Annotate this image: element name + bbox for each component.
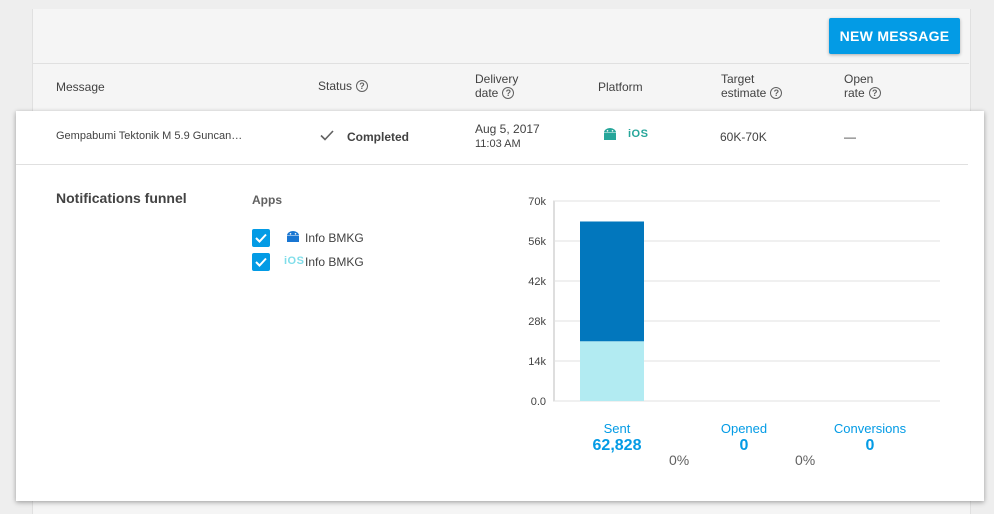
y-tick-label: 14k	[528, 356, 546, 368]
header-platform-label: Platform	[598, 80, 643, 94]
help-icon[interactable]: ?	[868, 87, 881, 99]
header-open-rate[interactable]: Open rate ?	[844, 72, 881, 100]
funnel-chart: 0.0 14k 28k 42k 56k 70k	[528, 196, 940, 408]
y-tick-label: 42k	[528, 276, 546, 288]
ios-app-name: Info BMKG	[305, 255, 364, 269]
stage-label-conversions: Conversions	[833, 421, 907, 436]
open-rate: —	[844, 130, 856, 144]
stage-value-sent: 62,828	[592, 437, 642, 454]
delivery-time: 11:03 AM	[475, 138, 521, 150]
ios-app-checkbox[interactable]	[252, 253, 270, 271]
y-tick-label: 0.0	[531, 396, 546, 408]
header-target-label-1: Target	[721, 72, 755, 86]
header-message-label: Message	[56, 80, 105, 94]
y-tick-label: 28k	[528, 316, 546, 328]
checkmark-icon	[255, 257, 267, 267]
android-icon	[287, 231, 299, 242]
target-estimate: 60K-70K	[720, 130, 767, 144]
help-icon[interactable]: ?	[502, 87, 515, 99]
ios-icon: iOS	[628, 128, 649, 140]
check-icon	[320, 130, 334, 141]
stage-value-conversions: 0	[865, 437, 875, 454]
header-delivery-date[interactable]: Delivery date ?	[475, 72, 518, 100]
android-app-checkbox[interactable]	[252, 229, 270, 247]
header-platform[interactable]: Platform	[598, 80, 643, 94]
y-tick-label: 70k	[528, 196, 546, 208]
stage-label-sent: Sent	[603, 421, 631, 436]
android-icon	[604, 128, 616, 140]
checkmark-icon	[255, 233, 267, 243]
funnel-title: Notifications funnel	[56, 190, 187, 206]
header-open-label-1: Open	[844, 72, 874, 86]
apps-title: Apps	[252, 193, 282, 207]
header-target-label-2: estimate	[721, 86, 767, 100]
y-tick-label: 56k	[528, 236, 546, 248]
header-status-label: Status	[318, 79, 353, 93]
stage-value-opened: 0	[739, 437, 749, 454]
new-message-button[interactable]: NEW MESSAGE	[829, 18, 960, 54]
android-app-name: Info BMKG	[305, 231, 364, 245]
header-open-label-2: rate	[844, 86, 865, 100]
bar-sent-ios	[580, 341, 644, 401]
row-divider	[16, 164, 968, 165]
header-message[interactable]: Message	[56, 80, 105, 94]
header-target-estimate[interactable]: Target estimate ?	[721, 72, 783, 100]
header-status[interactable]: Status ?	[318, 79, 369, 93]
bar-sent-android	[580, 221, 644, 342]
message-detail-card: Gempabumi Tektonik M 5.9 Guncan… Complet…	[16, 111, 984, 501]
delivery-date: Aug 5, 2017	[475, 122, 540, 136]
message-text[interactable]: Gempabumi Tektonik M 5.9 Guncan…	[56, 130, 243, 142]
help-icon[interactable]: ?	[356, 80, 369, 92]
stage-label-opened: Opened	[720, 421, 768, 436]
conversion-rate-opened-conversions: 0%	[795, 452, 816, 468]
status-text: Completed	[347, 130, 410, 144]
toolbar-divider	[32, 63, 969, 64]
header-delivery-label-1: Delivery	[475, 72, 519, 86]
conversion-rate-sent-opened: 0%	[669, 452, 690, 468]
ios-icon: iOS	[284, 255, 305, 267]
help-icon[interactable]: ?	[770, 87, 783, 99]
header-delivery-label-2: date	[475, 86, 499, 100]
